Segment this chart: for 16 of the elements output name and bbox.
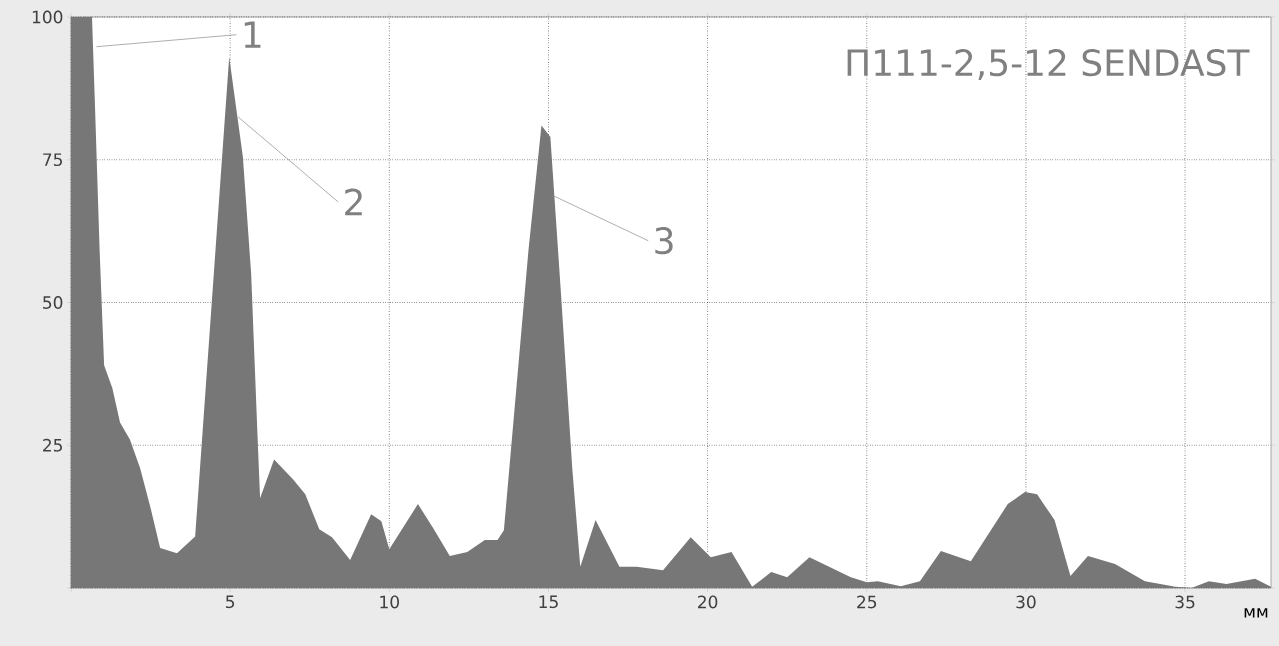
- x-tick-label: 35: [1175, 595, 1195, 609]
- x-axis-title: мм: [1244, 608, 1268, 618]
- x-tick-label: 20: [698, 595, 718, 609]
- annotation: 1: [244, 21, 261, 48]
- text: П111-2,5-12 SENDAST: [847, 49, 1250, 80]
- x-tick-label: 10: [380, 595, 399, 609]
- x-tick-label: 30: [1016, 595, 1036, 609]
- x-tick-label: 5: [226, 595, 235, 609]
- x-tick-label: 15: [539, 595, 558, 609]
- x-tick-label: 25: [857, 595, 877, 609]
- annotation: 2: [345, 188, 362, 216]
- y-tick-label: 25: [43, 438, 62, 452]
- y-tick-label: 100: [32, 10, 63, 24]
- y-tick-label: 75: [43, 153, 62, 167]
- annotation: 3: [655, 227, 673, 255]
- y-tick-label: 50: [43, 296, 63, 309]
